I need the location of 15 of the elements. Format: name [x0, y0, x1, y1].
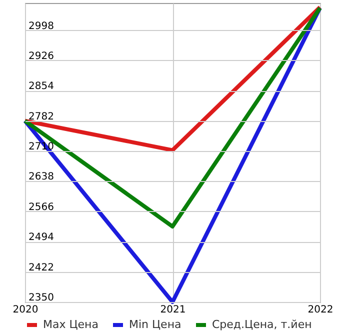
legend-label: Min Цена — [129, 318, 182, 331]
x-tick-label: 2021 — [160, 304, 186, 316]
x-tick-label: 2022 — [308, 304, 334, 316]
legend-label: Max Цена — [43, 318, 98, 331]
legend-label: Сред.Цена, т.йен — [212, 318, 312, 331]
y-tick-label: 2926 — [28, 50, 54, 62]
y-tick-label: 2998 — [28, 20, 54, 32]
y-tick-label: 2566 — [28, 202, 54, 213]
x-tick-label: 2020 — [12, 304, 38, 316]
y-tick-label: 2638 — [28, 172, 54, 183]
y-tick-label: 2854 — [28, 81, 54, 92]
y-tick-label: 2494 — [28, 232, 54, 244]
y-tick-label: 2782 — [28, 111, 54, 122]
y-tick-label: 2350 — [28, 292, 54, 304]
y-tick-label: 2422 — [28, 262, 54, 274]
